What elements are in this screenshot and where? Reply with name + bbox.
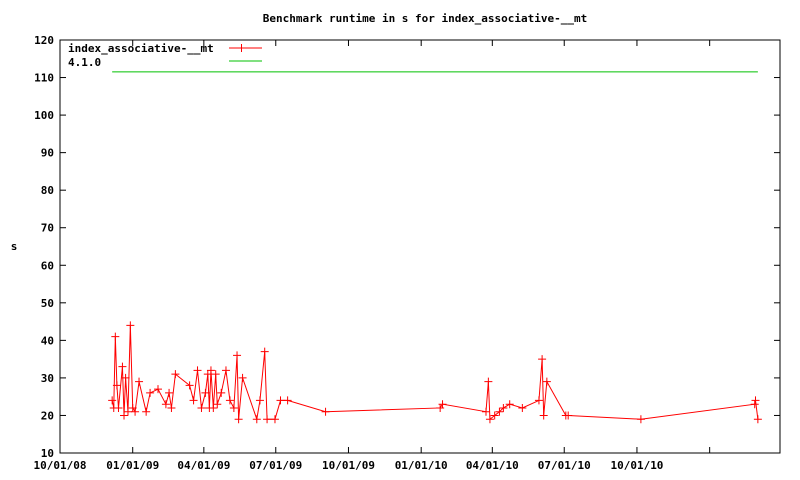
data-point [438, 400, 447, 409]
data-point [146, 388, 155, 397]
x-tick-label: 01/01/09 [106, 459, 159, 472]
data-point [276, 396, 285, 405]
y-tick-label: 120 [34, 34, 54, 47]
data-point [499, 403, 508, 412]
data-point [118, 362, 127, 371]
data-point [121, 373, 130, 382]
data-point [211, 370, 220, 379]
data-point [197, 403, 206, 412]
data-point [518, 403, 527, 412]
data-point [260, 347, 269, 356]
x-tick-label: 07/01/09 [249, 459, 302, 472]
y-tick-label: 30 [41, 372, 54, 385]
y-tick-label: 60 [41, 259, 54, 272]
data-point [167, 403, 176, 412]
data-point [217, 388, 226, 397]
data-point [114, 403, 123, 412]
y-tick-label: 100 [34, 109, 54, 122]
y-tick-label: 40 [41, 334, 54, 347]
data-point [120, 411, 129, 420]
y-axis: 10 20 30 40 50 60 70 80 90 100 110 120 [34, 34, 780, 460]
x-tick-label: 07/01/10 [538, 459, 591, 472]
data-point [484, 377, 493, 386]
x-tick-label: 04/01/09 [177, 459, 230, 472]
data-point [108, 396, 117, 405]
data-point [234, 415, 243, 424]
data-point [154, 385, 163, 394]
data-point [542, 377, 551, 386]
x-tick-label: 10/01/08 [34, 459, 87, 472]
data-point [209, 403, 218, 412]
data-point [538, 355, 547, 364]
x-tick-label: 10/01/09 [322, 459, 375, 472]
legend-label-0: index_associative-__mt [68, 42, 214, 55]
data-point [263, 415, 272, 424]
data-point [485, 415, 494, 424]
legend: index_associative-__mt 4.1.0 [68, 42, 262, 69]
data-point [193, 366, 202, 375]
data-point [270, 415, 279, 424]
data-point [751, 396, 760, 405]
data-point [534, 396, 543, 405]
y-tick-label: 70 [41, 222, 54, 235]
y-tick-label: 50 [41, 297, 54, 310]
data-point [201, 388, 210, 397]
data-point [189, 396, 198, 405]
data-point [252, 415, 261, 424]
data-point [283, 396, 292, 405]
y-tick-label: 10 [41, 447, 54, 460]
data-point [111, 332, 120, 341]
data-point [112, 381, 121, 390]
x-tick-label: 04/01/10 [466, 459, 519, 472]
data-point [238, 373, 247, 382]
data-point [131, 407, 140, 416]
data-point [255, 396, 264, 405]
data-point [142, 407, 151, 416]
data-point [123, 407, 132, 416]
y-tick-label: 20 [41, 409, 54, 422]
data-point [221, 366, 230, 375]
data-point [636, 415, 645, 424]
data-point [505, 400, 514, 409]
data-point [206, 366, 215, 375]
legend-marker-0 [237, 44, 246, 52]
data-point [171, 370, 180, 379]
x-axis: 10/01/08 01/01/09 04/01/09 07/01/09 10/01/09… [34, 40, 711, 472]
data-point [481, 407, 490, 416]
data-point [165, 388, 174, 397]
data-point [126, 321, 135, 330]
y-tick-label: 110 [34, 72, 54, 85]
y-tick-label: 80 [41, 184, 54, 197]
data-point [185, 381, 194, 390]
x-tick-label: 10/01/10 [610, 459, 663, 472]
data-point [495, 407, 504, 416]
y-tick-label: 90 [41, 147, 54, 160]
data-point [233, 351, 242, 360]
legend-label-1: 4.1.0 [68, 56, 101, 69]
data-point [225, 396, 234, 405]
data-point [213, 400, 222, 409]
data-point [753, 415, 762, 424]
data-point [321, 407, 330, 416]
data-point [564, 411, 573, 420]
data-point [161, 400, 170, 409]
chart-title: Benchmark runtime in s for index_associa… [263, 12, 588, 25]
data-point [135, 377, 144, 386]
data-point [229, 403, 238, 412]
data-point [750, 400, 759, 409]
data-point [539, 411, 548, 420]
x-tick-label: 01/01/10 [395, 459, 448, 472]
data-point [490, 411, 499, 420]
plot-frame [59, 39, 781, 454]
series-layer [108, 71, 762, 424]
y-axis-label: s [11, 240, 18, 253]
